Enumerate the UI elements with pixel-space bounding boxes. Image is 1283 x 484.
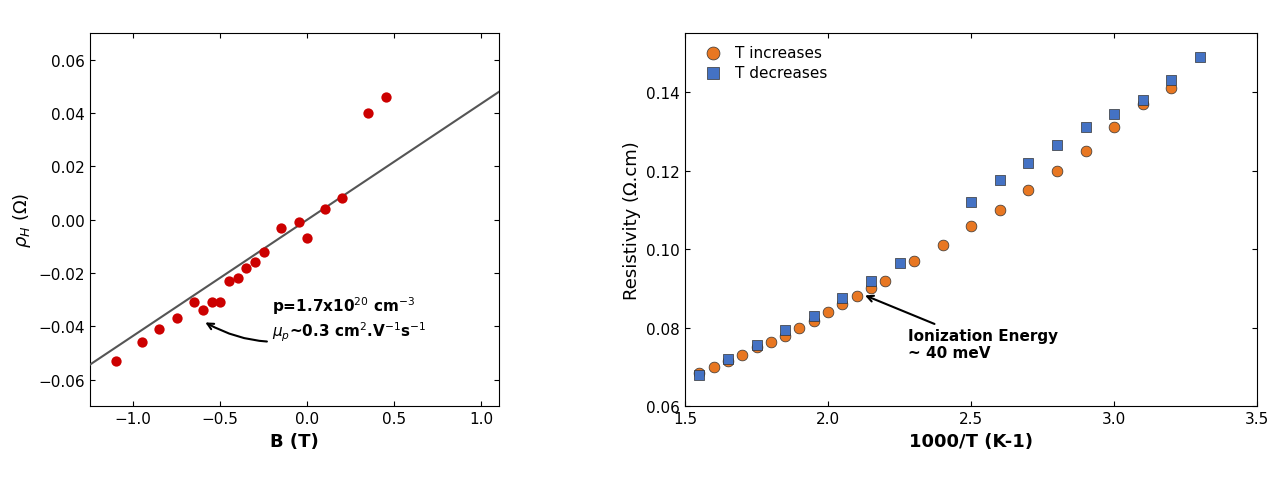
T decreases xyxy=(689,371,709,379)
Text: p=1.7x10$^{20}$ cm$^{-3}$
$\mu_p$~0.3 cm$^2$.V$^{-1}$s$^{-1}$: p=1.7x10$^{20}$ cm$^{-3}$ $\mu_p$~0.3 cm… xyxy=(208,295,427,343)
T increases xyxy=(761,338,781,346)
T increases xyxy=(803,317,824,325)
T decreases xyxy=(861,277,881,285)
T increases xyxy=(1103,124,1124,132)
Point xyxy=(167,315,187,322)
T decreases xyxy=(1075,124,1096,132)
T increases xyxy=(1161,85,1182,92)
Y-axis label: $\rho_H$ ($\Omega$): $\rho_H$ ($\Omega$) xyxy=(10,193,33,248)
Point xyxy=(183,299,204,307)
Point xyxy=(149,326,169,333)
T decreases xyxy=(833,295,853,302)
T decreases xyxy=(1133,97,1153,105)
T increases xyxy=(1075,148,1096,155)
T increases xyxy=(717,358,738,365)
Point xyxy=(132,339,153,347)
Point xyxy=(254,248,275,256)
T increases xyxy=(933,242,953,250)
T decreases xyxy=(1161,77,1182,85)
T decreases xyxy=(803,313,824,320)
Point xyxy=(227,275,248,283)
T decreases xyxy=(1189,54,1210,61)
T increases xyxy=(875,277,896,285)
Point xyxy=(375,94,395,102)
Point xyxy=(296,235,317,242)
T increases xyxy=(747,344,767,351)
X-axis label: B (T): B (T) xyxy=(269,432,318,450)
T increases xyxy=(689,369,709,377)
Y-axis label: Resistivity (Ω.cm): Resistivity (Ω.cm) xyxy=(622,141,640,300)
T increases xyxy=(1133,101,1153,108)
T decreases xyxy=(775,326,795,334)
T increases xyxy=(703,363,724,371)
T decreases xyxy=(717,356,738,363)
Point xyxy=(201,299,222,307)
Point xyxy=(210,299,231,307)
Legend: T increases, T decreases: T increases, T decreases xyxy=(693,42,833,85)
T decreases xyxy=(1047,142,1067,150)
Point xyxy=(271,225,291,232)
Point xyxy=(236,264,257,272)
X-axis label: 1000/T (K-1): 1000/T (K-1) xyxy=(910,432,1033,450)
Point xyxy=(332,195,353,203)
Point xyxy=(105,357,126,365)
T decreases xyxy=(889,259,910,267)
T increases xyxy=(903,257,924,265)
Point xyxy=(218,278,239,286)
T increases xyxy=(847,293,867,301)
T decreases xyxy=(747,342,767,349)
T increases xyxy=(833,301,853,308)
T increases xyxy=(733,352,753,360)
T decreases xyxy=(1103,110,1124,118)
T decreases xyxy=(989,177,1010,185)
T increases xyxy=(775,332,795,340)
T decreases xyxy=(1019,159,1039,167)
T increases xyxy=(1047,167,1067,175)
T increases xyxy=(789,324,810,332)
Point xyxy=(192,307,213,315)
Point xyxy=(358,110,378,118)
T increases xyxy=(961,222,981,230)
T decreases xyxy=(961,199,981,207)
Point xyxy=(289,219,309,227)
T increases xyxy=(861,285,881,293)
Point xyxy=(314,206,335,213)
T increases xyxy=(817,308,838,316)
T increases xyxy=(989,207,1010,214)
Text: Ionization Energy
~ 40 meV: Ionization Energy ~ 40 meV xyxy=(867,296,1058,361)
Point xyxy=(245,259,266,267)
T increases xyxy=(1019,187,1039,195)
